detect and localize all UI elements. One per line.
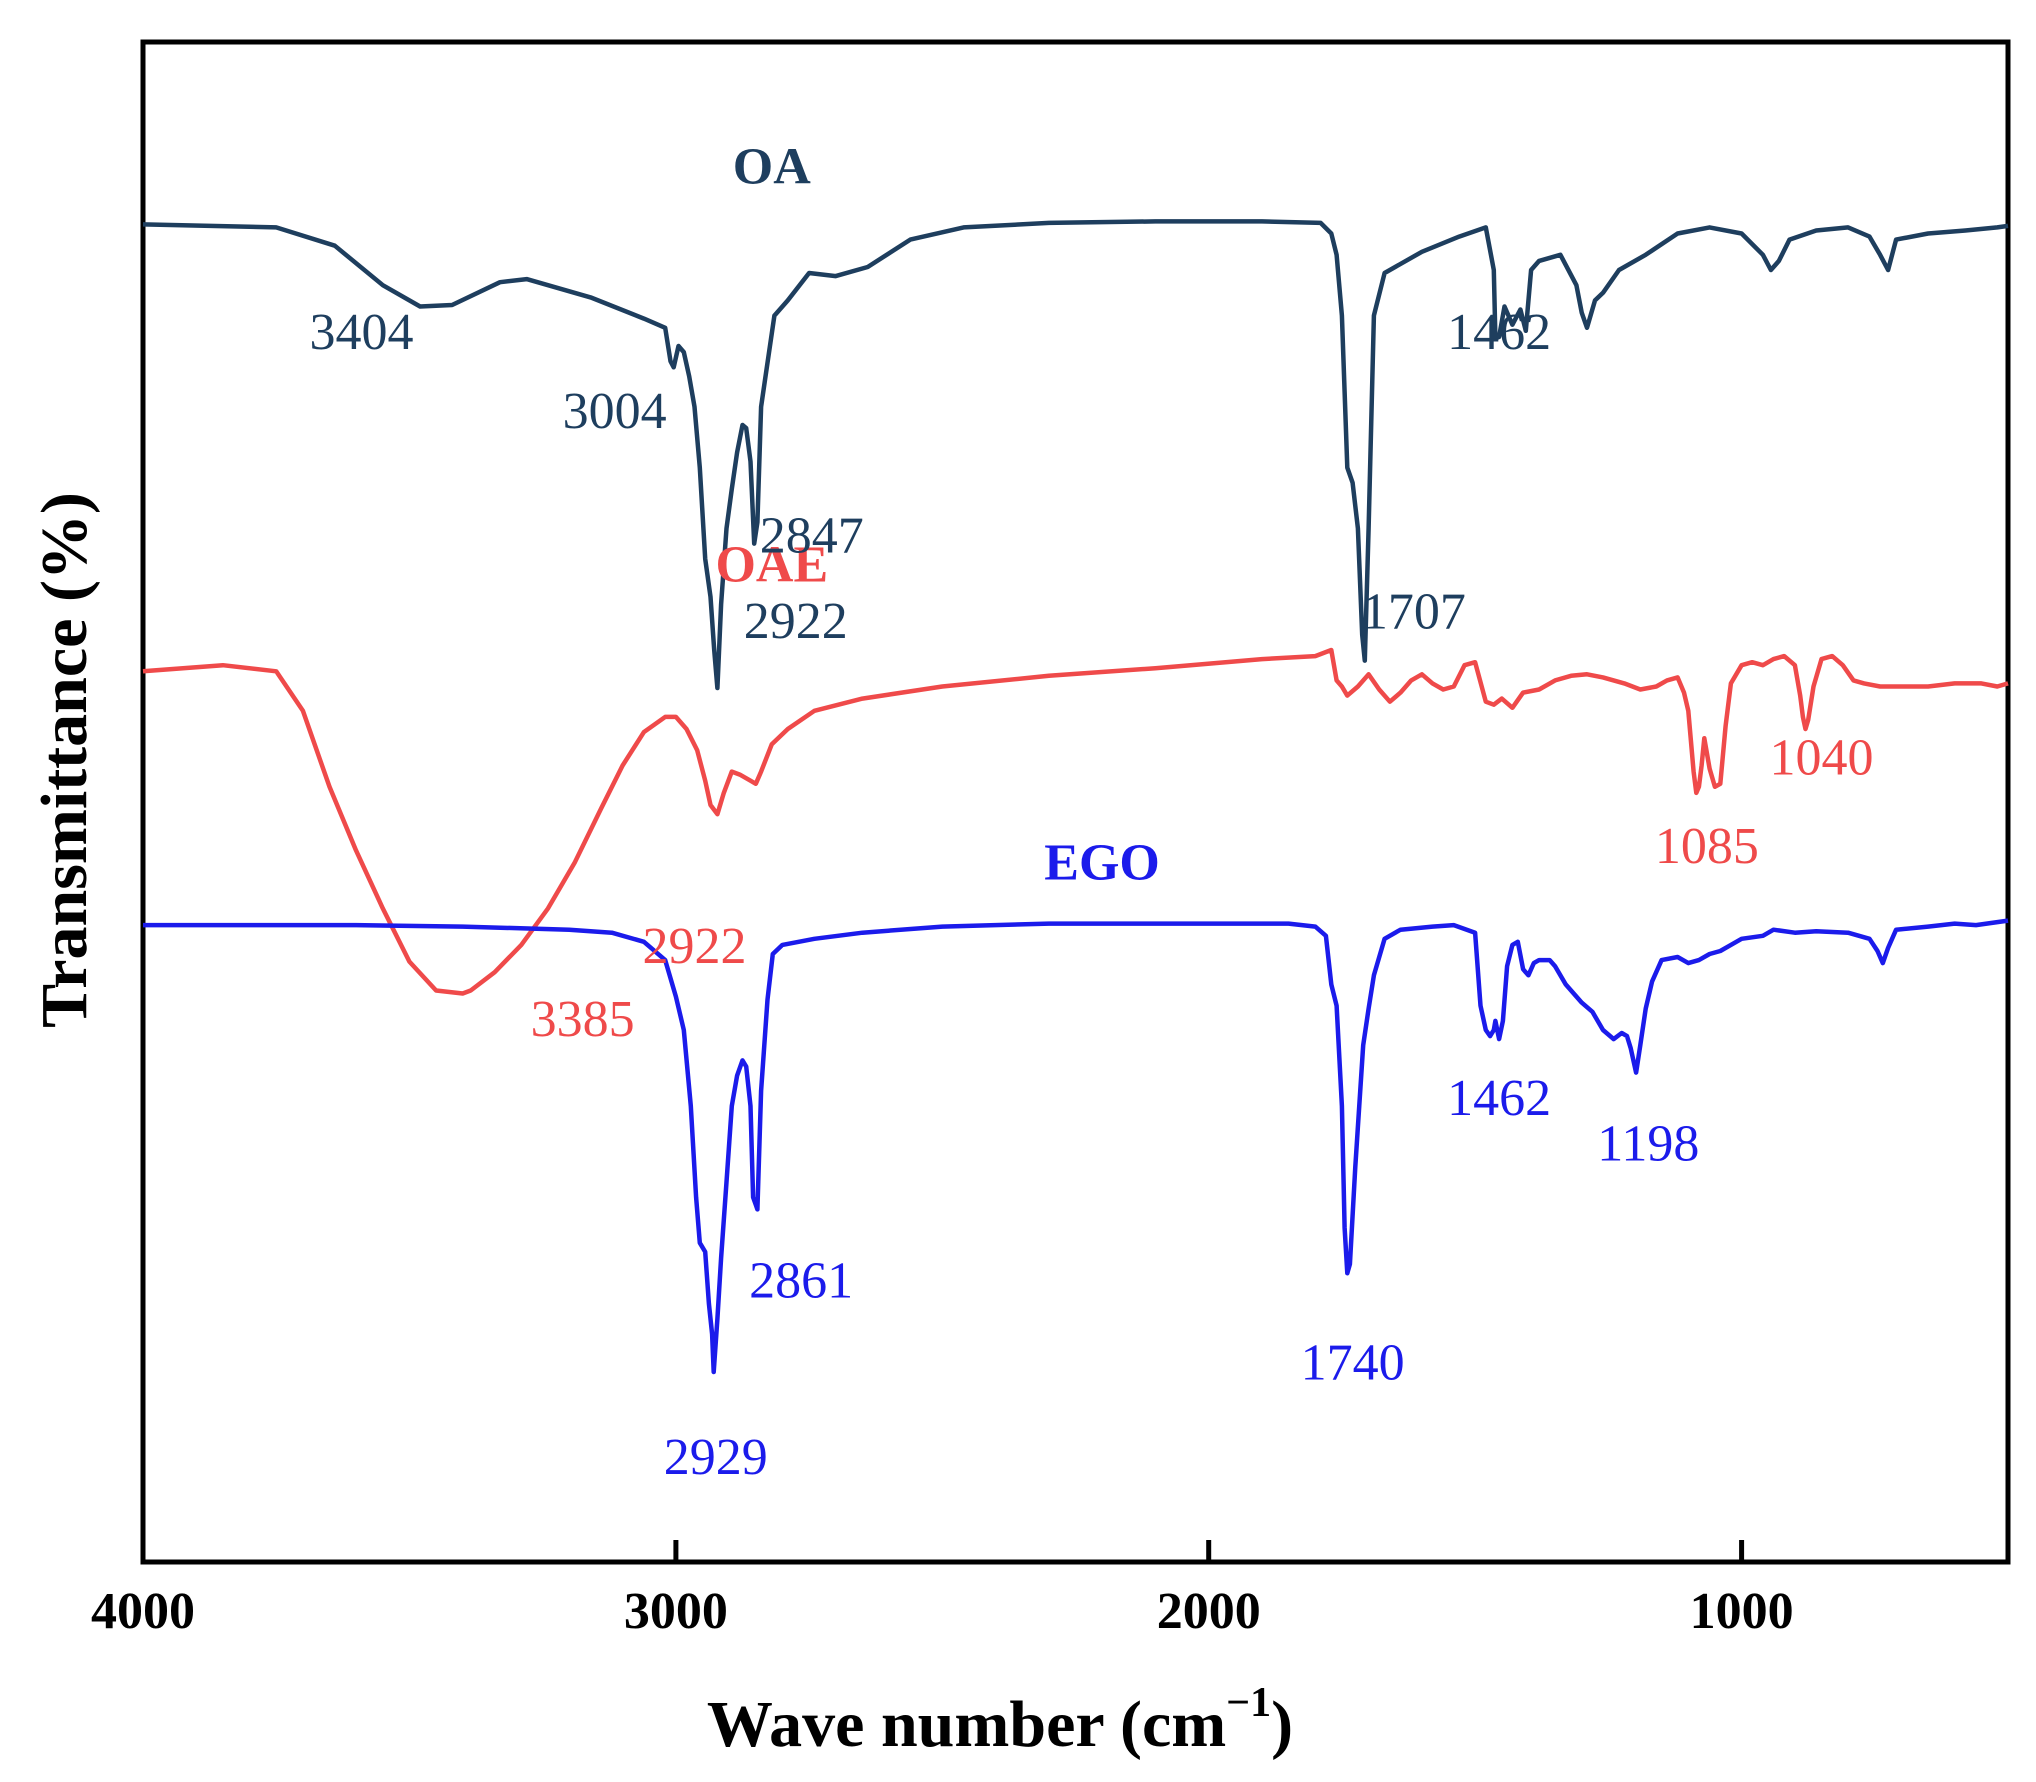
series-line-oa — [142, 219, 2009, 691]
peak-label-oa-1462: 1462 — [1447, 304, 1551, 361]
series-line-oae — [142, 647, 2009, 996]
peak-label-ego-2929: 2929 — [664, 1429, 768, 1486]
peak-label-ego-1198: 1198 — [1597, 1116, 1699, 1173]
series-label-oa: OA — [733, 138, 811, 195]
series-label-ego: EGO — [1044, 835, 1160, 892]
series-line-ego — [143, 918, 2009, 1375]
peak-label-ego-1740: 1740 — [1301, 1335, 1405, 1392]
x-axis-ticks: 4000 3000 2000 1000 — [91, 1540, 1794, 1640]
series-label-oae: OAE — [715, 537, 828, 594]
x-tick-label: 2000 — [1157, 1583, 1261, 1640]
peak-label-ego-1462: 1462 — [1447, 1070, 1551, 1127]
x-tick-label: 1000 — [1690, 1583, 1794, 1640]
peak-label-oa-2847: 2847 — [760, 508, 864, 565]
peak-label-oae-3385: 3385 — [531, 991, 635, 1048]
peak-label-oae-2922: 2922 — [643, 918, 747, 975]
peak-label-ego-2861: 2861 — [749, 1253, 853, 1310]
x-tick-label: 3000 — [624, 1583, 728, 1640]
x-tick-label: 4000 — [91, 1583, 195, 1640]
peak-label-oa-3404: 3404 — [310, 304, 414, 361]
peak-label-oae-1040: 1040 — [1770, 730, 1874, 787]
series-layer: OA OAE EGO — [142, 138, 2009, 1375]
y-axis-title: Transmittance (%) — [28, 492, 101, 1028]
plot-frame — [140, 39, 2011, 1565]
peak-label-oa-2922: 2922 — [744, 593, 848, 650]
x-axis-title: Wave number (cm−1) — [707, 1680, 1293, 1761]
peak-label-oa-1707: 1707 — [1362, 584, 1466, 641]
peak-label-oa-3004: 3004 — [563, 383, 667, 440]
peak-label-oae-1085: 1085 — [1655, 818, 1759, 875]
